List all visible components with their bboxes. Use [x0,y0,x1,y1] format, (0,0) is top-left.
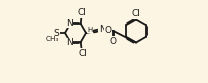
Text: N: N [66,38,72,47]
Text: N: N [66,19,72,28]
Text: O: O [110,37,117,46]
Text: Cl: Cl [132,9,141,19]
Text: O: O [105,26,112,35]
Text: S: S [54,28,59,38]
Text: H: H [88,27,93,33]
Text: N: N [99,25,105,34]
Text: CH₃: CH₃ [45,36,59,42]
Text: Cl: Cl [77,8,86,17]
Text: Cl: Cl [78,49,87,58]
